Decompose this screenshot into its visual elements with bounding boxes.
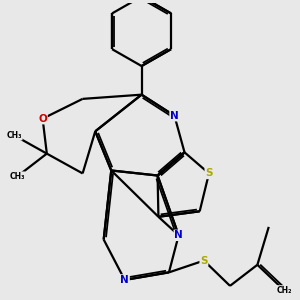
Text: CH₂: CH₂	[276, 286, 292, 295]
Text: CH₃: CH₃	[7, 131, 22, 140]
Text: N: N	[174, 230, 183, 240]
Text: S: S	[205, 168, 213, 178]
Text: S: S	[200, 256, 208, 266]
Text: N: N	[120, 275, 129, 285]
Text: N: N	[170, 111, 179, 121]
Text: O: O	[38, 114, 47, 124]
Text: CH₃: CH₃	[10, 172, 25, 181]
